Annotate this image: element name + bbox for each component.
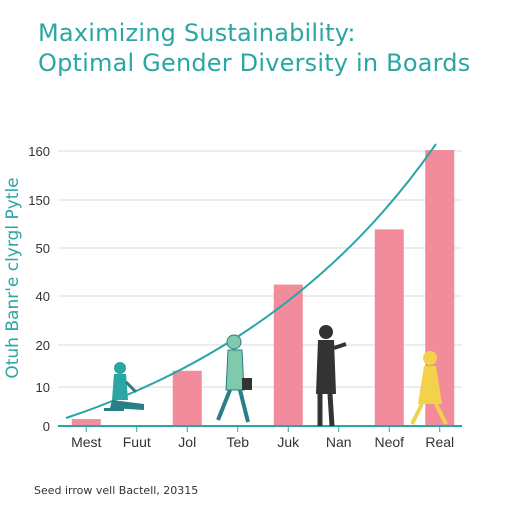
y-tick-label: 40 [36, 289, 50, 304]
chart-title-line-1: Maximizing Sustainability: [38, 19, 356, 47]
x-tick-label: Neof [374, 434, 404, 450]
y-tick-label: 160 [28, 144, 50, 159]
x-tick-label: Mest [71, 434, 101, 450]
y-tick-label: 0 [43, 419, 50, 434]
x-tick-label: Jol [178, 434, 196, 450]
x-tick-label: Nan [326, 434, 352, 450]
x-tick-label: Real [425, 434, 454, 450]
x-axis-ticks: Mest Fuut Jol Teb Juk Nan Neof Real [71, 426, 454, 450]
y-tick-label: 10 [36, 380, 50, 395]
trend-line [65, 143, 437, 419]
chart-title-line-2: Optimal Gender Diversity in Boards [38, 49, 471, 77]
yellow-woman-figure [410, 351, 448, 425]
x-tick-label: Teb [226, 434, 249, 450]
bar-neof [374, 229, 404, 426]
bar-juk [273, 284, 303, 426]
y-tick-label: 150 [28, 193, 50, 208]
source-caption: Seed irrow vell Bactell, 20315 [34, 484, 199, 497]
x-tick-label: Fuut [123, 434, 151, 450]
x-tick-label: Juk [277, 434, 300, 450]
y-axis-label: Otuh Banr'e clyrgl Pytle [3, 177, 23, 378]
bar-jol [172, 370, 202, 426]
seated-woman-figure [104, 362, 144, 411]
businessman-figure [316, 325, 347, 427]
chart-title: Maximizing Sustainability: Optimal Gende… [38, 18, 498, 78]
y-tick-label: 50 [36, 241, 50, 256]
y-tick-label: 20 [36, 338, 50, 353]
bar-mest [71, 419, 101, 426]
walking-woman-figure [216, 334, 252, 423]
y-axis-ticks: 0 10 20 40 50 150 160 [28, 144, 50, 434]
